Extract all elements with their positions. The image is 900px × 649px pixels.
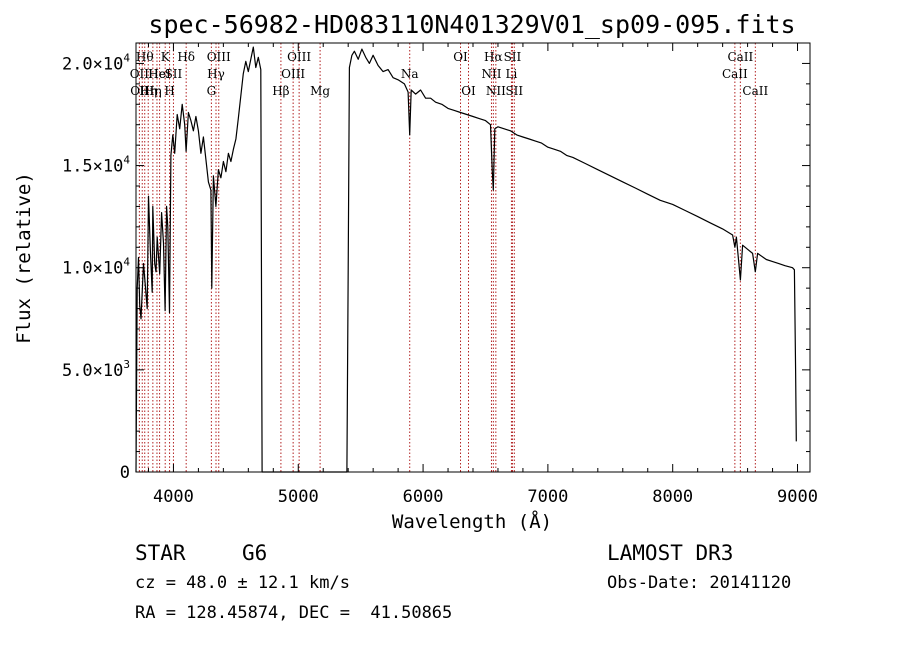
line-label-li: Li	[506, 67, 518, 81]
line-label-oiii: OIII	[207, 50, 231, 64]
line-label-nii: NII	[486, 84, 506, 98]
y-tick-label: 0	[120, 463, 130, 483]
chart-title: spec-56982-HD083110N401329V01_sp09-095.f…	[148, 10, 795, 39]
line-label-hδ: Hδ	[177, 50, 195, 64]
coordinates-text: RA = 128.45874, DEC = 41.50865	[135, 603, 453, 623]
x-tick-label: 5000	[278, 487, 319, 507]
line-label-na: Na	[401, 67, 419, 81]
plot-frame	[135, 42, 811, 473]
line-label-hγ: Hγ	[207, 67, 225, 81]
line-label-hα: Hα	[484, 50, 503, 64]
object-class: STAR	[135, 541, 186, 565]
x-tick-label: 4000	[153, 487, 194, 507]
line-label-nii: NII	[481, 67, 501, 81]
line-label-caii: CaII	[727, 50, 753, 64]
line-label-oi: OI	[453, 50, 468, 64]
line-label-mg: Mg	[310, 84, 330, 98]
line-label-oiii: OIII	[281, 67, 305, 81]
line-label-oi: OI	[461, 84, 476, 98]
line-label-caii: CaII	[722, 67, 748, 81]
line-label-hη: Hη	[144, 84, 162, 98]
line-label-hei: HeI	[148, 67, 171, 81]
observation-date: Obs-Date: 20141120	[607, 573, 792, 593]
spectrum-chart: spec-56982-HD083110N401329V01_sp09-095.f…	[13, 10, 818, 533]
line-label-sii: SII	[165, 67, 183, 81]
line-label-hθ: Hθ	[136, 50, 154, 64]
x-tick-label: 7000	[527, 487, 568, 507]
y-axis-label: Flux (relative)	[13, 172, 35, 344]
y-tick-label: 2.0×104	[62, 51, 130, 74]
spectral-line-markers	[138, 43, 756, 472]
x-tick-label: 6000	[403, 487, 444, 507]
x-tick-label: 8000	[652, 487, 693, 507]
redshift-text: cz = 48.0 ± 12.1 km/s	[135, 573, 350, 593]
y-tick-label: 1.0×104	[62, 256, 130, 279]
object-subclass: G6	[242, 541, 268, 565]
y-tick-label: 5.0×103	[62, 358, 130, 381]
x-tick-label: 9000	[777, 487, 818, 507]
line-label-he: He	[148, 67, 166, 81]
y-tick-label: 1.5×104	[62, 154, 130, 177]
x-axis-label: Wavelength (Å)	[392, 510, 552, 533]
line-label-oiii: OIII	[287, 50, 311, 64]
line-label-g: G	[207, 84, 217, 98]
x-axis-ticks: 4000 5000 6000 7000 8000 9000	[147, 43, 818, 507]
line-label-hβ: Hβ	[272, 84, 289, 98]
y-axis-ticks: 0 5.0×103 1.0×104 1.5×104 2.0×104	[62, 42, 810, 483]
line-label-h: H	[164, 84, 174, 98]
line-label-sii: SII	[505, 84, 523, 98]
survey-name: LAMOST DR3	[607, 541, 734, 565]
spectrum-curve	[135, 46, 797, 473]
line-label-k: K	[161, 50, 171, 64]
line-label-hη: Hη	[139, 84, 157, 98]
line-label-caii: CaII	[742, 84, 768, 98]
line-label-sii: SII	[504, 50, 522, 64]
line-label-oii: OII	[130, 67, 150, 81]
